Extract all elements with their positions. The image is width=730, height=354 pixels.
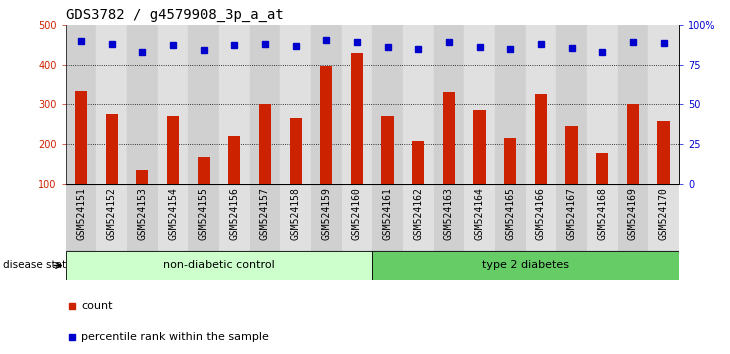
- Bar: [127, 25, 158, 184]
- Text: GSM524167: GSM524167: [566, 188, 577, 240]
- Text: GSM524165: GSM524165: [505, 188, 515, 240]
- Bar: [219, 25, 250, 184]
- Text: GSM524156: GSM524156: [229, 188, 239, 240]
- Text: disease state: disease state: [4, 261, 73, 270]
- Bar: [618, 184, 648, 251]
- Bar: [311, 25, 342, 184]
- Bar: [372, 251, 679, 280]
- Bar: [351, 53, 363, 184]
- Bar: [464, 184, 495, 251]
- Bar: [228, 136, 240, 184]
- Bar: [188, 184, 219, 251]
- Bar: [618, 25, 648, 184]
- Text: GSM524158: GSM524158: [291, 188, 301, 240]
- Bar: [627, 104, 639, 184]
- Bar: [96, 184, 127, 251]
- Bar: [250, 184, 280, 251]
- Bar: [219, 184, 250, 251]
- Bar: [280, 25, 311, 184]
- Bar: [556, 184, 587, 251]
- Text: GSM524170: GSM524170: [658, 188, 669, 240]
- Bar: [290, 118, 301, 184]
- Bar: [372, 25, 403, 184]
- Bar: [504, 138, 516, 184]
- Text: GSM524153: GSM524153: [137, 188, 147, 240]
- Text: type 2 diabetes: type 2 diabetes: [482, 261, 569, 270]
- Bar: [137, 170, 148, 184]
- Bar: [596, 153, 608, 184]
- Bar: [495, 25, 526, 184]
- Text: GSM524169: GSM524169: [628, 188, 638, 240]
- Bar: [526, 25, 556, 184]
- Bar: [648, 184, 679, 251]
- Text: GSM524168: GSM524168: [597, 188, 607, 240]
- Text: GSM524155: GSM524155: [199, 188, 209, 240]
- Bar: [587, 184, 618, 251]
- Bar: [188, 25, 219, 184]
- Bar: [495, 184, 526, 251]
- Bar: [412, 141, 424, 184]
- Bar: [158, 25, 188, 184]
- Bar: [75, 91, 87, 184]
- Bar: [648, 25, 679, 184]
- Bar: [280, 184, 311, 251]
- Text: GSM524162: GSM524162: [413, 188, 423, 240]
- Bar: [382, 116, 393, 184]
- Bar: [434, 25, 464, 184]
- Bar: [443, 92, 455, 184]
- Text: GSM524159: GSM524159: [321, 188, 331, 240]
- Bar: [434, 184, 464, 251]
- Bar: [66, 25, 96, 184]
- Text: count: count: [81, 301, 112, 310]
- Bar: [403, 25, 434, 184]
- Bar: [526, 184, 556, 251]
- Bar: [535, 95, 547, 184]
- Text: GSM524161: GSM524161: [383, 188, 393, 240]
- Bar: [96, 25, 127, 184]
- Bar: [464, 25, 495, 184]
- Bar: [66, 251, 372, 280]
- Bar: [474, 110, 485, 184]
- Text: GSM524151: GSM524151: [76, 188, 86, 240]
- Bar: [106, 114, 118, 184]
- Bar: [259, 104, 271, 184]
- Bar: [342, 25, 372, 184]
- Bar: [587, 25, 618, 184]
- Bar: [658, 121, 669, 184]
- Text: GDS3782 / g4579908_3p_a_at: GDS3782 / g4579908_3p_a_at: [66, 8, 283, 22]
- Bar: [342, 184, 372, 251]
- Text: GSM524166: GSM524166: [536, 188, 546, 240]
- Bar: [158, 184, 188, 251]
- Bar: [320, 66, 332, 184]
- Bar: [311, 184, 342, 251]
- Bar: [66, 184, 96, 251]
- Text: percentile rank within the sample: percentile rank within the sample: [81, 332, 269, 342]
- Text: GSM524164: GSM524164: [474, 188, 485, 240]
- Text: GSM524157: GSM524157: [260, 188, 270, 240]
- Bar: [556, 25, 587, 184]
- Bar: [198, 158, 210, 184]
- Bar: [566, 126, 577, 184]
- Text: non-diabetic control: non-diabetic control: [163, 261, 275, 270]
- Bar: [127, 184, 158, 251]
- Text: GSM524154: GSM524154: [168, 188, 178, 240]
- Text: GSM524163: GSM524163: [444, 188, 454, 240]
- Text: GSM524152: GSM524152: [107, 188, 117, 240]
- Bar: [372, 184, 403, 251]
- Bar: [167, 116, 179, 184]
- Bar: [250, 25, 280, 184]
- Text: GSM524160: GSM524160: [352, 188, 362, 240]
- Bar: [403, 184, 434, 251]
